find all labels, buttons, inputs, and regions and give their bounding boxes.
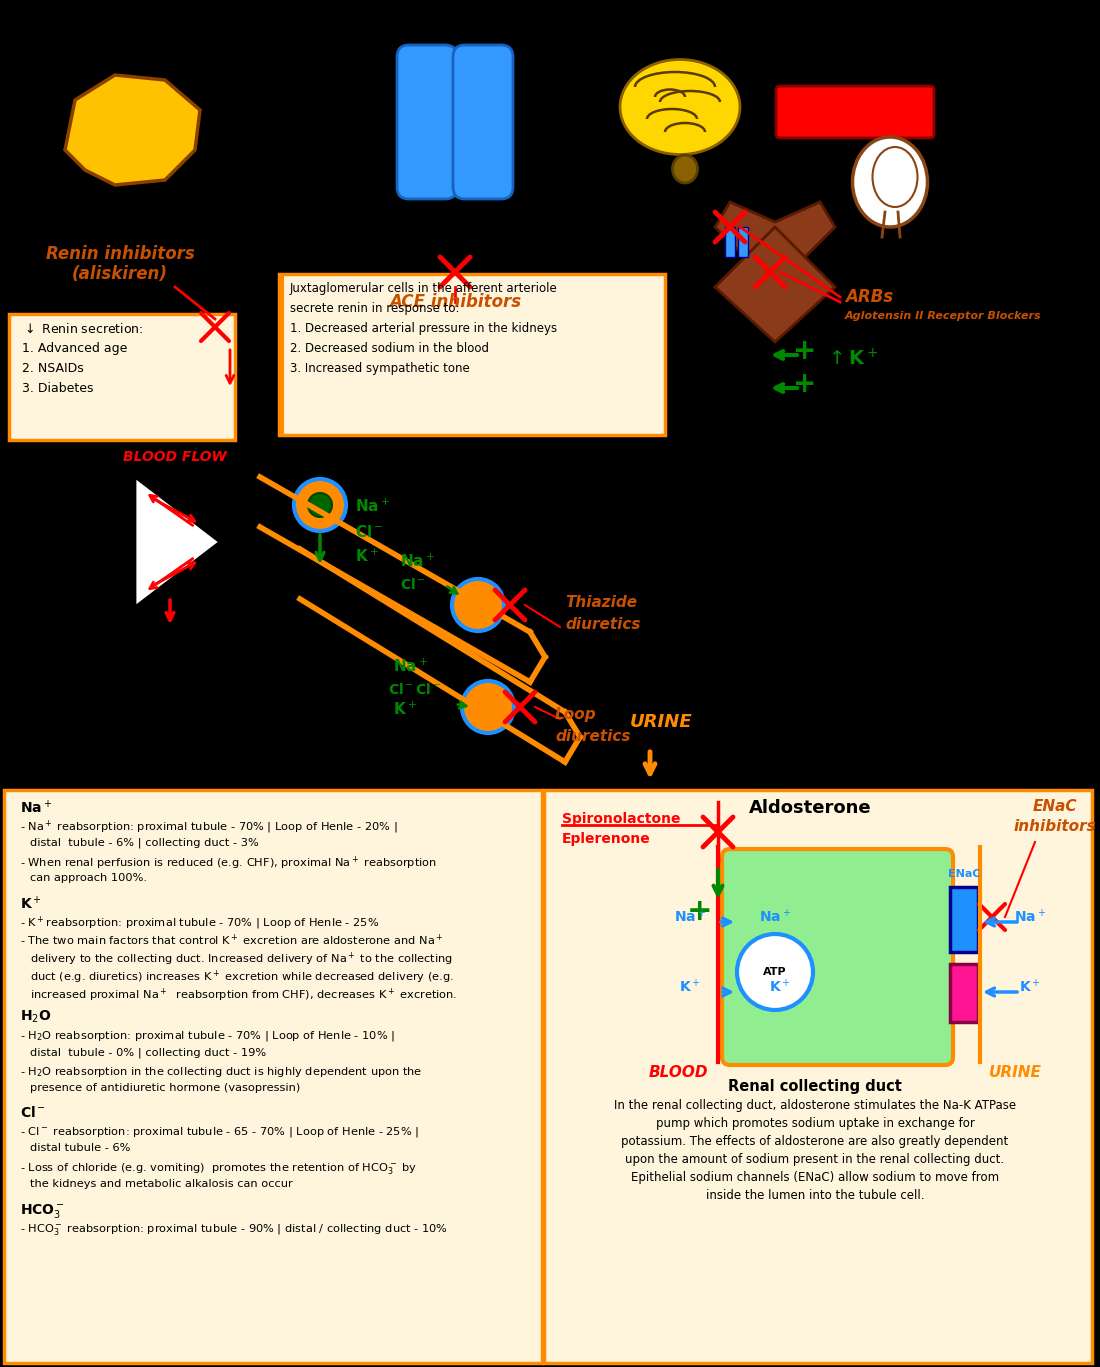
Ellipse shape xyxy=(852,137,927,227)
Text: Na$^+$: Na$^+$ xyxy=(400,552,436,570)
Text: presence of antidiuretic hormone (vasopressin): presence of antidiuretic hormone (vasopr… xyxy=(30,1083,300,1094)
Text: - The two main factors that control K$^+$ excretion are aldosterone and Na$^+$: - The two main factors that control K$^+… xyxy=(20,934,443,949)
Text: - Na$^+$ reabsorption: proximal tubule - 70% | Loop of Henle - 20% |: - Na$^+$ reabsorption: proximal tubule -… xyxy=(20,819,398,837)
FancyBboxPatch shape xyxy=(4,790,542,1363)
Text: BLOOD FLOW: BLOOD FLOW xyxy=(123,450,227,463)
Text: ENaC: ENaC xyxy=(948,869,980,879)
Text: - Cl$^-$ reabsorption: proximal tubule - 65 - 70% | Loop of Henle - 25% |: - Cl$^-$ reabsorption: proximal tubule -… xyxy=(20,1125,419,1139)
Polygon shape xyxy=(715,227,835,342)
Text: ENaC: ENaC xyxy=(1033,798,1077,813)
Text: URINE: URINE xyxy=(630,714,693,731)
Text: diuretics: diuretics xyxy=(556,729,630,744)
Text: 2. Decreased sodium in the blood: 2. Decreased sodium in the blood xyxy=(290,342,490,355)
Text: 3. Diabetes: 3. Diabetes xyxy=(22,381,94,395)
Text: Na$^+$: Na$^+$ xyxy=(759,908,791,925)
Text: duct (e.g. diuretics) increases K$^+$ excretion while decreased delivery (e.g.: duct (e.g. diuretics) increases K$^+$ ex… xyxy=(30,969,453,987)
Text: K$^+$: K$^+$ xyxy=(679,977,701,995)
Text: Na$^+$: Na$^+$ xyxy=(674,908,706,925)
Text: In the renal collecting duct, aldosterone stimulates the Na-K ATPase
pump which : In the renal collecting duct, aldosteron… xyxy=(614,1099,1016,1202)
Text: Cl$^-$Cl$^-$: Cl$^-$Cl$^-$ xyxy=(388,682,441,697)
Text: Na$^+$: Na$^+$ xyxy=(20,798,52,816)
Text: Renal collecting duct: Renal collecting duct xyxy=(728,1079,902,1094)
FancyBboxPatch shape xyxy=(453,45,513,200)
Text: distal tubule - 6%: distal tubule - 6% xyxy=(30,1143,131,1152)
Text: 1. Decreased arterial pressure in the kidneys: 1. Decreased arterial pressure in the ki… xyxy=(290,323,557,335)
Text: HCO$_3^-$: HCO$_3^-$ xyxy=(20,1202,65,1219)
Text: $\uparrow$K$^+$: $\uparrow$K$^+$ xyxy=(825,347,879,369)
Circle shape xyxy=(462,681,514,733)
Text: K$^+$: K$^+$ xyxy=(355,548,378,565)
Text: K$^+$: K$^+$ xyxy=(769,977,791,995)
Text: H$_2$O: H$_2$O xyxy=(20,1009,52,1025)
Text: Na$^+$: Na$^+$ xyxy=(355,498,390,515)
FancyBboxPatch shape xyxy=(738,227,748,257)
Text: distal  tubule - 6% | collecting duct - 3%: distal tubule - 6% | collecting duct - 3… xyxy=(30,837,258,848)
Text: (aliskiren): (aliskiren) xyxy=(72,265,168,283)
Text: - H$_2$O reabsorption in the collecting duct is highly dependent upon the: - H$_2$O reabsorption in the collecting … xyxy=(20,1065,422,1079)
FancyBboxPatch shape xyxy=(776,86,934,138)
Text: Cl$^-$: Cl$^-$ xyxy=(400,577,426,592)
Text: Cl$^-$: Cl$^-$ xyxy=(355,524,384,540)
Text: K$^+$: K$^+$ xyxy=(393,701,417,718)
Polygon shape xyxy=(135,477,220,607)
Text: distal  tubule - 0% | collecting duct - 19%: distal tubule - 0% | collecting duct - 1… xyxy=(30,1047,266,1058)
Text: BLOOD: BLOOD xyxy=(648,1065,707,1080)
FancyBboxPatch shape xyxy=(9,314,235,440)
Text: $\downarrow$ Renin secretion:: $\downarrow$ Renin secretion: xyxy=(22,323,144,336)
Text: +: + xyxy=(688,898,713,927)
FancyBboxPatch shape xyxy=(950,964,978,1023)
FancyBboxPatch shape xyxy=(950,887,978,951)
FancyBboxPatch shape xyxy=(544,790,1092,1363)
Circle shape xyxy=(452,580,504,632)
Text: Na$^+$: Na$^+$ xyxy=(1014,908,1046,925)
Text: delivery to the collecting duct. Increased delivery of Na$^+$ to the collecting: delivery to the collecting duct. Increas… xyxy=(30,951,453,968)
Text: Renin inhibitors: Renin inhibitors xyxy=(45,245,195,262)
Text: inhibitors: inhibitors xyxy=(1013,819,1097,834)
Text: Thiazide: Thiazide xyxy=(565,595,637,610)
Ellipse shape xyxy=(872,148,917,206)
FancyBboxPatch shape xyxy=(279,273,666,435)
Text: - HCO$_3^-$ reabsorption: proximal tubule - 90% | distal / collecting duct - 10%: - HCO$_3^-$ reabsorption: proximal tubul… xyxy=(20,1222,448,1237)
Text: secrete renin in response to:: secrete renin in response to: xyxy=(290,302,460,314)
Text: Juxtaglomerular cells in the afferent arteriole: Juxtaglomerular cells in the afferent ar… xyxy=(290,282,558,295)
Text: - Loss of chloride (e.g. vomiting)  promotes the retention of HCO$_3^-$ by: - Loss of chloride (e.g. vomiting) promo… xyxy=(20,1161,417,1176)
FancyBboxPatch shape xyxy=(725,227,735,257)
Circle shape xyxy=(294,478,346,530)
Text: ATP: ATP xyxy=(763,966,786,977)
Polygon shape xyxy=(65,75,200,185)
Circle shape xyxy=(308,493,332,517)
Text: Na$^+$: Na$^+$ xyxy=(393,658,428,675)
FancyBboxPatch shape xyxy=(397,45,456,200)
Text: K$^+$: K$^+$ xyxy=(20,895,42,912)
Text: can approach 100%.: can approach 100%. xyxy=(30,874,147,883)
Text: Aldosterone: Aldosterone xyxy=(749,798,871,817)
Text: ARBs: ARBs xyxy=(845,288,893,306)
Text: URINE: URINE xyxy=(989,1065,1042,1080)
Polygon shape xyxy=(715,202,835,287)
Text: Eplerenone: Eplerenone xyxy=(562,833,651,846)
Text: Aglotensin II Receptor Blockers: Aglotensin II Receptor Blockers xyxy=(845,312,1042,321)
Text: - H$_2$O reabsorption: proximal tubule - 70% | Loop of Henle - 10% |: - H$_2$O reabsorption: proximal tubule -… xyxy=(20,1029,395,1043)
Text: the kidneys and metabolic alkalosis can occur: the kidneys and metabolic alkalosis can … xyxy=(30,1178,293,1189)
Text: +: + xyxy=(793,338,816,365)
Text: increased proximal Na$^+$  reabsorption from CHF), decreases K$^+$ excretion.: increased proximal Na$^+$ reabsorption f… xyxy=(30,987,458,1005)
Text: 2. NSAIDs: 2. NSAIDs xyxy=(22,362,84,375)
Circle shape xyxy=(737,934,813,1010)
Text: 3. Increased sympathetic tone: 3. Increased sympathetic tone xyxy=(290,362,470,375)
Text: ACE inhibitors: ACE inhibitors xyxy=(389,293,521,312)
Text: - When renal perfusion is reduced (e.g. CHF), proximal Na$^+$ reabsorption: - When renal perfusion is reduced (e.g. … xyxy=(20,854,437,872)
Text: Cl$^-$: Cl$^-$ xyxy=(20,1105,46,1120)
Text: K$^+$: K$^+$ xyxy=(1019,977,1041,995)
Text: 1. Advanced age: 1. Advanced age xyxy=(22,342,128,355)
Text: Loop: Loop xyxy=(556,707,596,722)
Ellipse shape xyxy=(672,154,697,183)
Text: diuretics: diuretics xyxy=(565,617,640,632)
Text: +: + xyxy=(793,370,816,398)
Ellipse shape xyxy=(620,60,740,154)
Text: - K$^+$reabsorption: proximal tubule - 70% | Loop of Henle - 25%: - K$^+$reabsorption: proximal tubule - 7… xyxy=(20,915,379,932)
Text: Spironolactone: Spironolactone xyxy=(562,812,681,826)
FancyBboxPatch shape xyxy=(722,849,953,1065)
